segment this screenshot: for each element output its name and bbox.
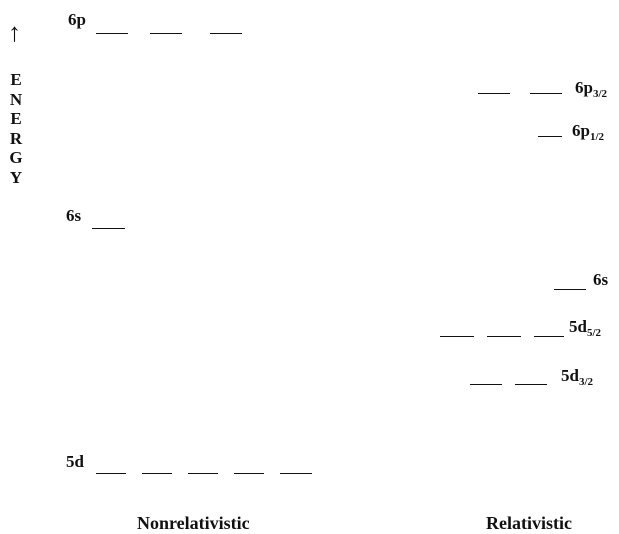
level-6s-rel-line [554,289,586,290]
level-5d-line [188,473,218,474]
level-5d-line [142,473,172,474]
energy-letter: G [9,148,23,167]
level-5d32-line [470,384,502,385]
level-6p-label: 6p [68,10,86,29]
up-arrow-icon: ↑ [8,18,21,47]
level-5d32-line [515,384,547,385]
level-5d52-line [487,336,521,337]
energy-letter: R [9,128,23,148]
level-5d52-line [534,336,564,337]
level-6p-line [96,33,128,34]
level-5d-line [280,473,312,474]
level-6p12-line [538,136,562,137]
level-5d-label: 5d [66,452,84,471]
level-6p32-main: 6p [575,78,593,97]
level-5d-line [234,473,264,474]
level-6s-line [92,228,125,229]
level-6p32-label: 6p3/2 [575,78,607,104]
level-6p-line [210,33,242,34]
level-6p12-sub: 1/2 [589,131,605,143]
level-6p32-line [530,93,562,94]
energy-axis-label: E N E R G Y [6,70,26,187]
energy-letter: E [10,70,22,89]
level-5d32-label: 5d3/2 [561,366,593,392]
energy-letter: N [9,89,23,109]
level-5d32-main: 5d [561,366,579,385]
level-5d52-label: 5d5/2 [569,317,601,343]
level-6s-rel-label: 6s [593,270,609,289]
energy-letter: Y [9,167,23,187]
level-6p12-main: 6p [572,121,590,140]
energy-letter: E [10,109,22,128]
level-6p32-line [478,93,510,94]
level-6p32-sub: 3/2 [592,88,608,100]
level-5d32-sub: 3/2 [578,376,594,388]
level-6p-line [150,33,182,34]
level-5d52-main: 5d [569,317,587,336]
level-5d52-line [440,336,474,337]
relativistic-title: Relativistic [486,513,572,533]
level-6s-label: 6s [66,206,82,225]
level-5d-line [96,473,126,474]
nonrelativistic-title: Nonrelativistic [137,513,250,533]
level-5d52-sub: 5/2 [586,327,602,339]
level-6p12-label: 6p1/2 [572,121,604,147]
